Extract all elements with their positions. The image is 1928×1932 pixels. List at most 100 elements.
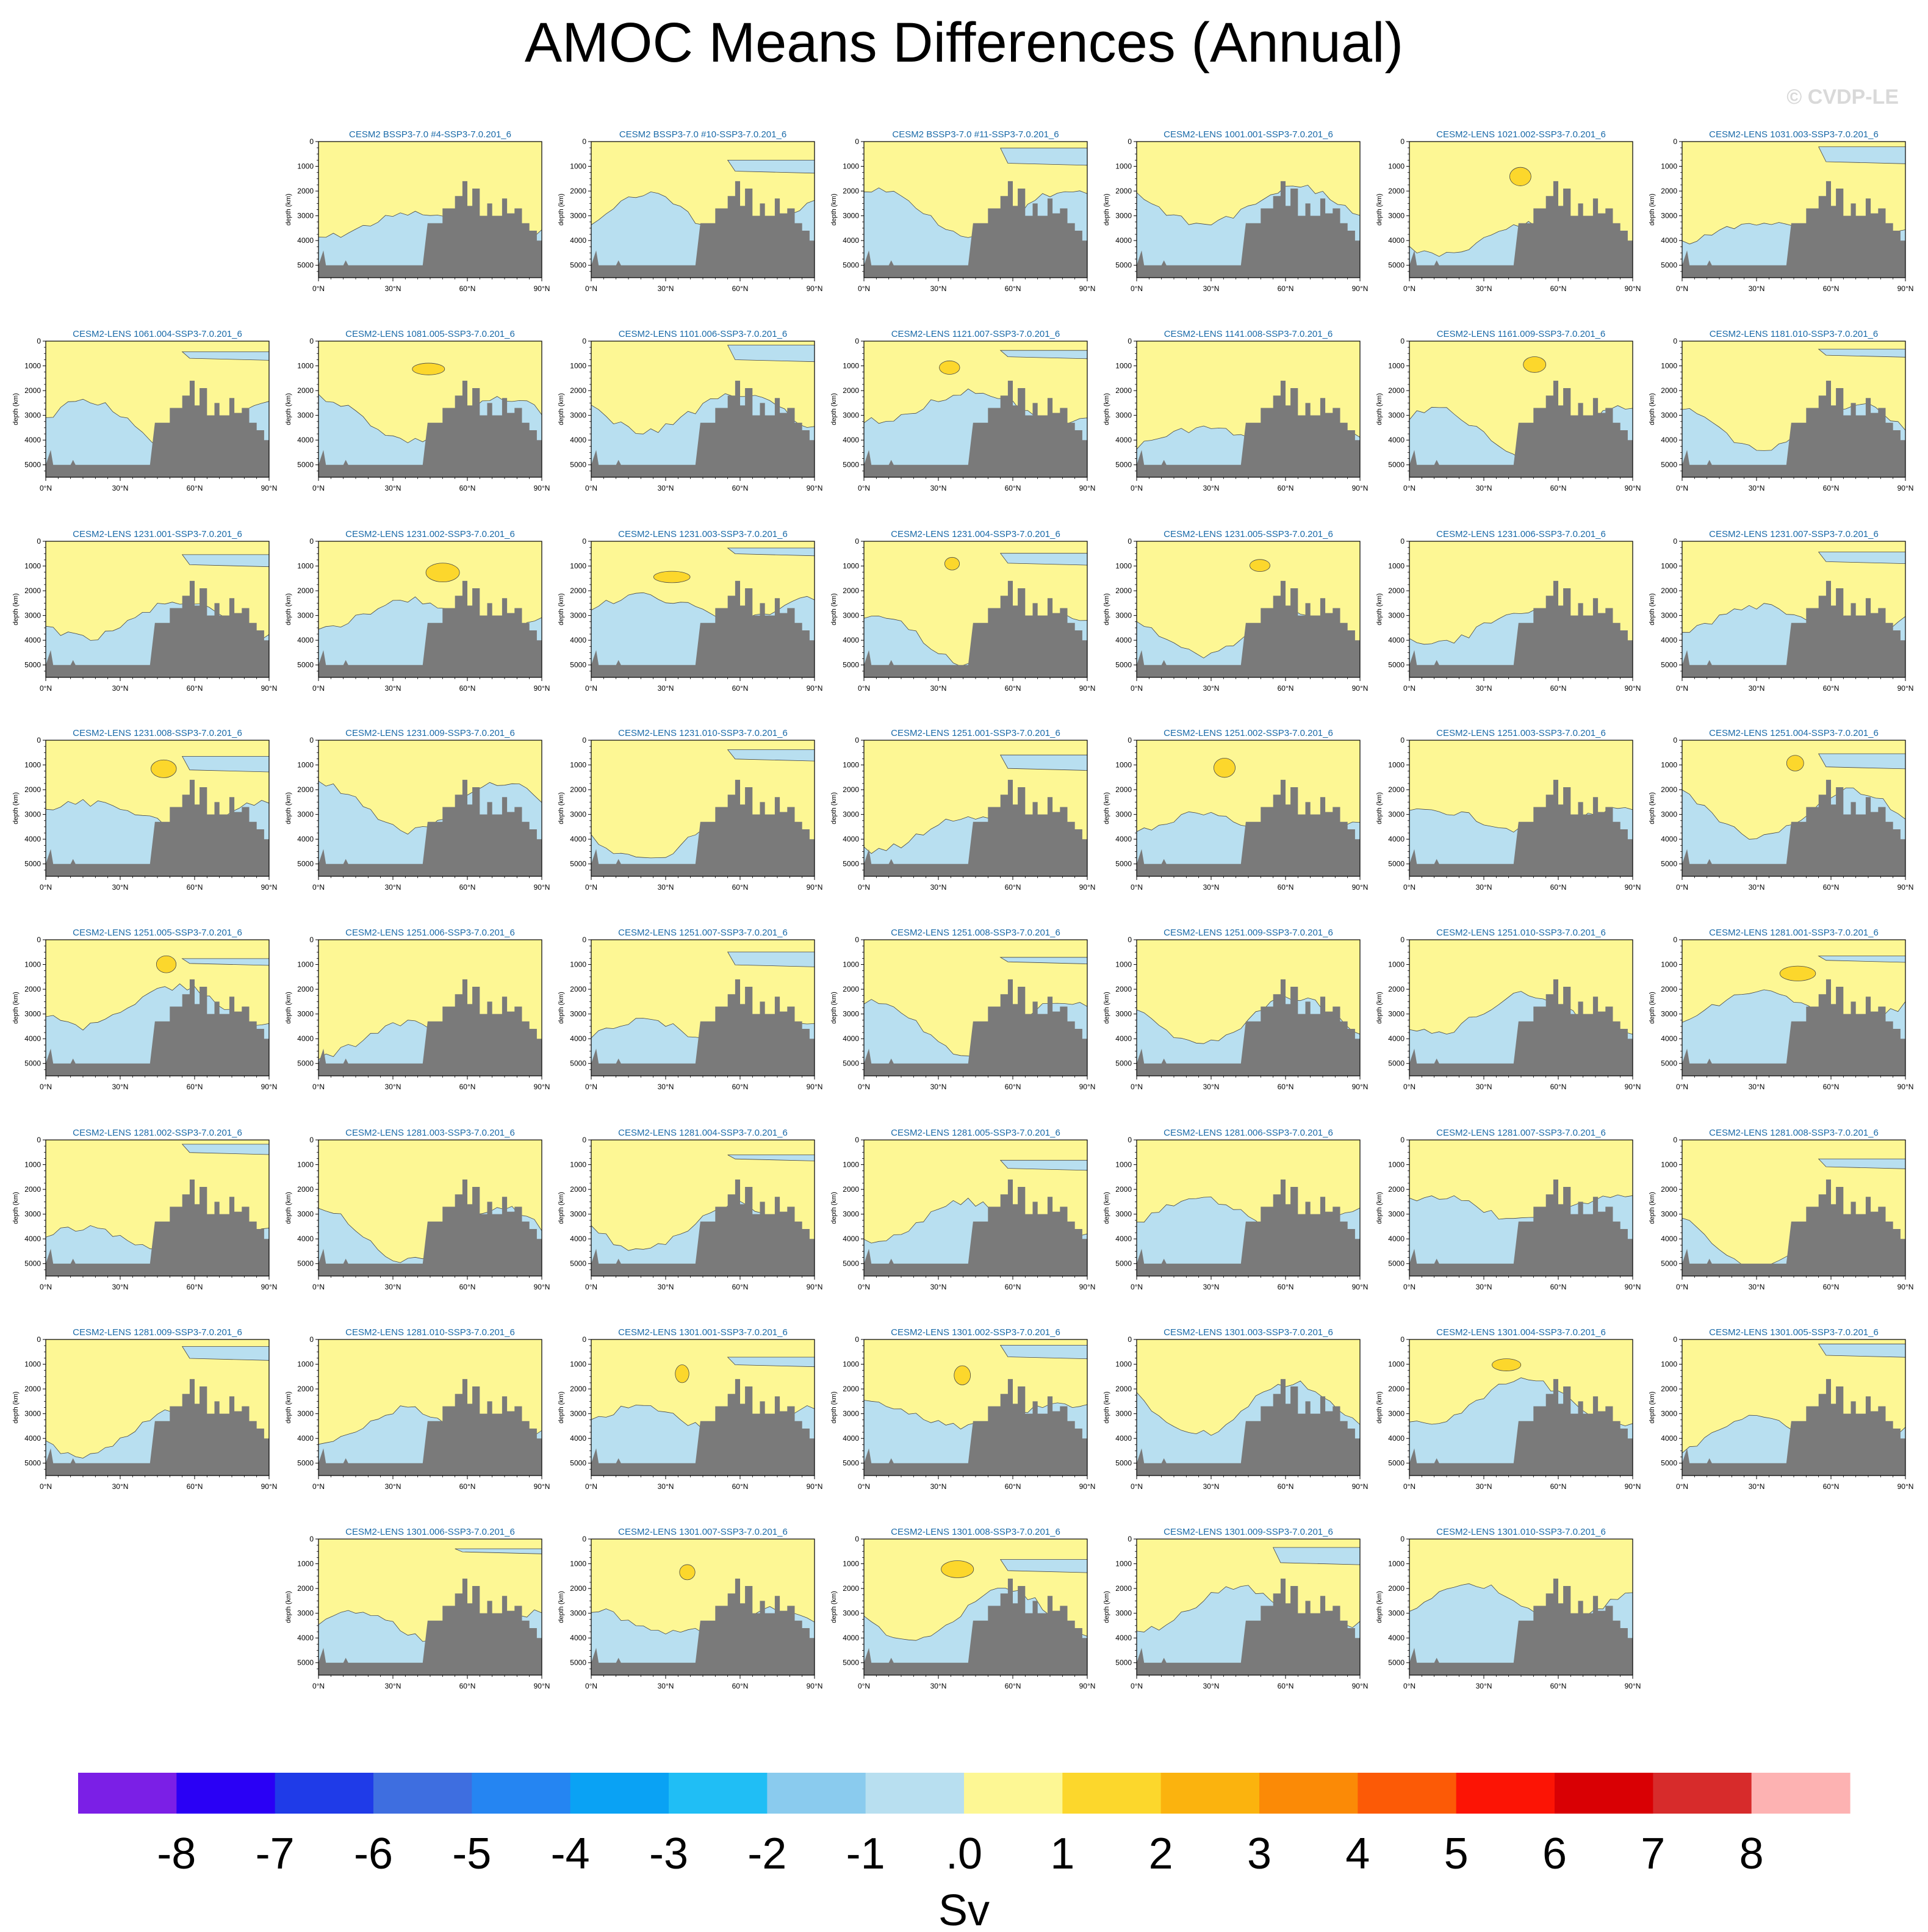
y-tick-label: 1000 <box>1661 162 1677 171</box>
x-tick-label: 0°N <box>312 1083 325 1091</box>
y-tick-label: 4000 <box>843 835 859 843</box>
panel: CESM2-LENS 1281.003-SSP3-7.0.201_6 0 1000 2… <box>285 1128 550 1291</box>
panel: CESM2-LENS 1231.005-SSP3-7.0.201_6 0 1000 2… <box>1103 529 1368 693</box>
x-tick-label: 90°N <box>1352 284 1369 293</box>
x-tick-label: 0°N <box>585 284 597 293</box>
y-tick-label: 1000 <box>24 1360 41 1369</box>
y-tick-label: 0 <box>1400 537 1405 546</box>
surface-negative-band <box>1273 1547 1361 1565</box>
surface-negative-band <box>1818 552 1906 564</box>
bathymetry <box>1137 181 1360 278</box>
y-tick-label: 2000 <box>843 1584 859 1593</box>
y-tick-label: 2000 <box>297 586 314 595</box>
y-axis-label: depth (km) <box>1649 193 1656 226</box>
y-tick-label: 0 <box>37 1335 41 1344</box>
panel: CESM2-LENS 1251.007-SSP3-7.0.201_6 0 1000 2… <box>558 928 822 1091</box>
y-tick-label: 1000 <box>297 961 314 969</box>
x-tick-label: 30°N <box>1203 484 1220 492</box>
y-tick-label: 3000 <box>24 1410 41 1418</box>
y-tick-label: 3000 <box>1661 1410 1677 1418</box>
positive-anomaly <box>679 1564 696 1581</box>
y-tick-label: 5000 <box>1115 1659 1132 1667</box>
y-tick-label: 5000 <box>570 261 586 270</box>
x-tick-label: 30°N <box>658 484 674 492</box>
panel: CESM2-LENS 1231.003-SSP3-7.0.201_6 0 1000 2… <box>558 529 822 693</box>
x-tick-label: 30°N <box>1476 1682 1492 1690</box>
panel: CESM2-LENS 1251.008-SSP3-7.0.201_6 0 1000 2… <box>830 928 1095 1091</box>
x-tick-label: 90°N <box>1897 1482 1914 1491</box>
y-tick-label: 2000 <box>1388 187 1405 195</box>
y-tick-label: 3000 <box>843 1210 859 1219</box>
colorbar-swatch <box>1062 1773 1162 1814</box>
y-tick-label: 4000 <box>1388 1634 1405 1642</box>
panel-title: CESM2-LENS 1281.005-SSP3-7.0.201_6 <box>891 1128 1060 1138</box>
panel-title: CESM2-LENS 1251.001-SSP3-7.0.201_6 <box>891 728 1060 738</box>
x-tick-label: 90°N <box>1079 1482 1096 1491</box>
y-tick-label: 4000 <box>297 1034 314 1043</box>
x-tick-label: 30°N <box>930 1083 947 1091</box>
panel-title: CESM2-LENS 1141.008-SSP3-7.0.201_6 <box>1164 329 1333 339</box>
x-tick-label: 30°N <box>930 1682 947 1690</box>
y-tick-label: 3000 <box>1388 411 1405 420</box>
y-axis-label: depth (km) <box>1376 1192 1383 1224</box>
panel: CESM2-LENS 1141.008-SSP3-7.0.201_6 0 1000 2… <box>1103 329 1368 492</box>
x-tick-label: 90°N <box>1079 1283 1096 1291</box>
panel-title: CESM2-LENS 1281.007-SSP3-7.0.201_6 <box>1436 1128 1606 1138</box>
y-axis-label: depth (km) <box>830 792 838 824</box>
y-tick-label: 4000 <box>843 636 859 644</box>
panel: CESM2-LENS 1281.004-SSP3-7.0.201_6 0 1000 2… <box>558 1128 822 1291</box>
y-tick-label: 4000 <box>843 236 859 245</box>
y-tick-label: 1000 <box>570 362 586 370</box>
x-tick-label: 30°N <box>1203 1682 1220 1690</box>
x-tick-label: 60°N <box>187 1083 203 1091</box>
x-tick-label: 90°N <box>1352 1283 1369 1291</box>
x-tick-label: 60°N <box>1823 1283 1840 1291</box>
y-tick-label: 4000 <box>24 1034 41 1043</box>
y-tick-label: 1000 <box>1388 961 1405 969</box>
x-tick-label: 90°N <box>1625 1283 1641 1291</box>
y-tick-label: 5000 <box>1115 860 1132 868</box>
y-tick-label: 0 <box>309 137 314 146</box>
y-tick-label: 5000 <box>1661 661 1677 669</box>
bathymetry <box>591 580 815 677</box>
surface-negative-band <box>181 554 270 568</box>
y-tick-label: 5000 <box>843 461 859 469</box>
y-tick-label: 4000 <box>24 1434 41 1443</box>
y-tick-label: 1000 <box>1115 761 1132 770</box>
y-tick-label: 2000 <box>1388 586 1405 595</box>
x-tick-label: 90°N <box>807 1283 823 1291</box>
bathymetry <box>1137 380 1360 477</box>
y-tick-label: 4000 <box>297 835 314 843</box>
x-tick-label: 0°N <box>1676 484 1688 492</box>
y-tick-label: 4000 <box>843 1034 859 1043</box>
y-tick-label: 3000 <box>1115 411 1132 420</box>
x-tick-label: 0°N <box>40 1283 52 1291</box>
y-tick-label: 2000 <box>1388 785 1405 794</box>
y-tick-label: 5000 <box>1115 661 1132 669</box>
panel-title: CESM2-LENS 1031.003-SSP3-7.0.201_6 <box>1709 129 1879 140</box>
y-tick-label: 1000 <box>1388 162 1405 171</box>
colorbar-swatch <box>1456 1773 1555 1814</box>
y-axis-label: depth (km) <box>285 992 292 1024</box>
y-tick-label: 2000 <box>1661 785 1677 794</box>
surface-negative-band <box>1818 146 1906 164</box>
positive-anomaly <box>939 360 960 375</box>
panel-title: CESM2-LENS 1251.009-SSP3-7.0.201_6 <box>1164 928 1333 938</box>
x-tick-label: 30°N <box>930 684 947 693</box>
surface-negative-band <box>999 1344 1088 1360</box>
panel-title: CESM2-LENS 1281.009-SSP3-7.0.201_6 <box>73 1327 242 1338</box>
y-axis-label: depth (km) <box>285 593 292 625</box>
bathymetry <box>318 580 542 677</box>
y-axis-label: depth (km) <box>12 1391 20 1424</box>
y-tick-label: 0 <box>309 1136 314 1144</box>
y-tick-label: 0 <box>309 935 314 944</box>
x-tick-label: 0°N <box>1403 484 1415 492</box>
y-tick-label: 2000 <box>297 187 314 195</box>
x-tick-label: 90°N <box>1625 484 1641 492</box>
y-tick-label: 1000 <box>24 1161 41 1169</box>
surface-negative-band <box>727 951 815 967</box>
y-tick-label: 5000 <box>1388 461 1405 469</box>
y-tick-label: 0 <box>1128 736 1132 744</box>
x-tick-label: 0°N <box>1676 284 1688 293</box>
y-axis-label: depth (km) <box>830 593 838 625</box>
